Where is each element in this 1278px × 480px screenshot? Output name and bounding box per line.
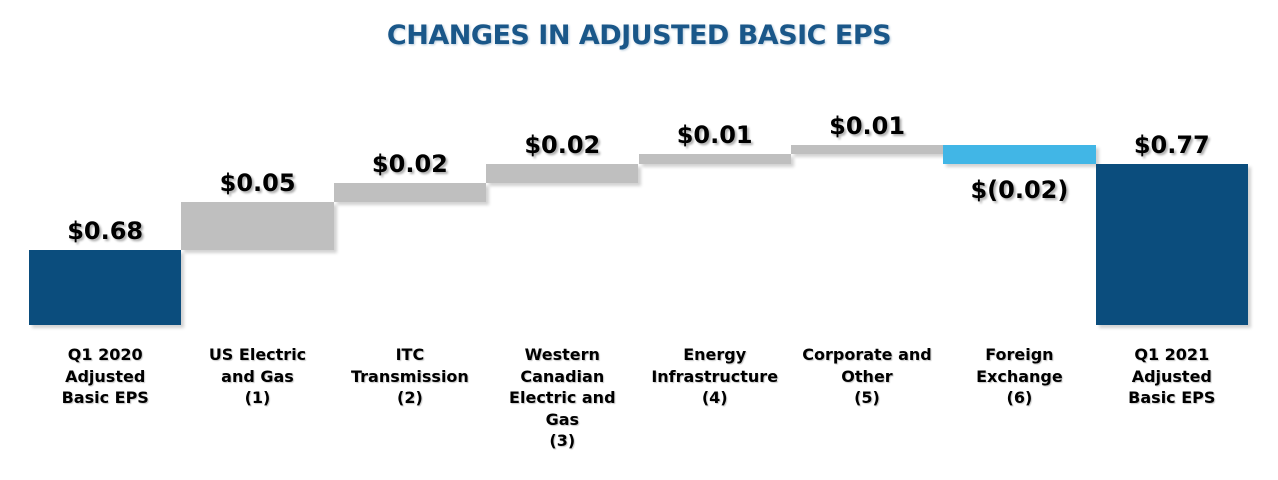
category-label-1: Q1 2020 Adjusted Basic EPS [61,345,149,407]
waterfall-bar-4 [486,164,639,184]
bar-value-label-4: $0.02 [524,131,601,159]
category-label-4: Western Canadian Electric and Gas (3) [509,345,616,450]
bar-value-label-5: $0.01 [676,121,753,150]
category-label-5: Energy Infrastructure (4) [651,345,779,407]
category-label-6: Corporate and Other (5) [802,345,932,407]
bar-value-label-6: $0.01 [829,111,906,140]
waterfall-bar-6 [790,144,944,155]
bar-value-label-1: $0.68 [67,216,144,245]
chart-title: CHANGES IN ADJUSTED BASIC EPS [386,20,892,51]
waterfall-bar-3 [333,183,487,203]
bar-value-label-7: $(0.02) [970,176,1069,204]
waterfall-bar-1 [29,249,182,325]
waterfall-bar-7 [943,144,1096,164]
category-label-2: US Electric and Gas (1) [208,345,307,407]
bar-value-label-8: $0.77 [1133,131,1210,159]
category-label-8: Q1 2021 Adjusted Basic EPS [1128,345,1216,407]
bar-value-label-3: $0.02 [371,150,448,179]
category-label-3: ITC Transmission (2) [350,345,469,407]
category-label-7: Foreign Exchange (6) [976,345,1063,407]
bar-value-label-2: $0.05 [219,169,296,198]
waterfall-bar-5 [638,154,791,164]
waterfall-bar-2 [181,202,334,250]
waterfall-bar-8 [1095,164,1248,325]
